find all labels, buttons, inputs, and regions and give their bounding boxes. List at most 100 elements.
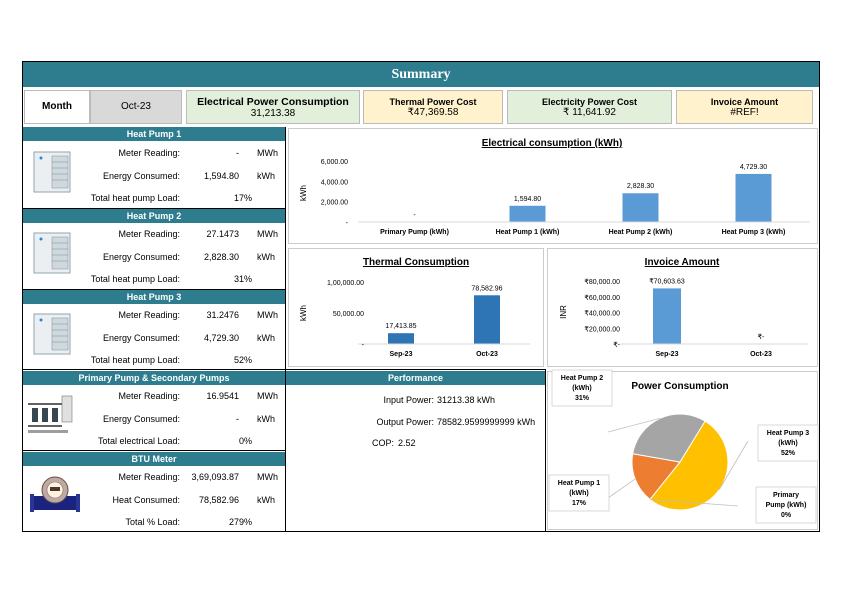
perf-cop-label: COP: [371, 438, 394, 448]
month-label: Month [24, 90, 90, 124]
heat-pump-3-load-label: Total heat pump Load: [90, 355, 180, 365]
btu-meter-reading-value: 3,69,093.87 [191, 472, 239, 482]
heat-pump-2-image [32, 229, 72, 282]
heat-pump-2-meter-unit: MWh [257, 229, 278, 239]
heat-pump-2-energy-unit: kWh [257, 252, 275, 262]
pump-set-image [26, 392, 74, 441]
inv-value-label-0: ₹70,603.63 [649, 277, 685, 285]
heat-pump-3-header: Heat Pump 3 [23, 290, 285, 304]
btu-meter-load-label: Total % Load: [125, 517, 180, 527]
pie-label-1-line-2: 0% [781, 512, 792, 519]
pie-slice-0 [649, 420, 729, 511]
summary-title: Summary [23, 62, 819, 87]
elec-category-3: Heat Pump 3 (kWh) [722, 229, 786, 236]
perf-output-value: 78582.9599999999 kWh [437, 417, 536, 427]
kpi-electricity-cost-label: Electricity Power Cost [541, 96, 638, 107]
primary-pumps-energy-value: - [236, 414, 239, 424]
thermal-ylabel: kWh [299, 305, 308, 321]
primary-pumps-energy-label: Energy Consumed: [102, 414, 180, 424]
thermal-chart-title: Thermal Consumption [363, 257, 469, 268]
pie-label-3-line-0: Heat Pump 2 [561, 375, 604, 382]
pie-leader-1 [649, 499, 739, 507]
therm-ytick-0: 1,00,000.00 [327, 280, 364, 287]
btu-meter-heat-label: Heat Consumed: [112, 495, 180, 505]
primary-pumps-load-value: 0% [238, 436, 252, 446]
inv-ytick-2: ₹40,000.00 [584, 310, 620, 318]
heat-pump-2-load-label: Total heat pump Load: [90, 274, 180, 284]
left-column-border [285, 127, 286, 532]
btu-meter-image [30, 474, 80, 527]
heat-pump-1-meter-label: Meter Reading: [118, 148, 180, 158]
invoice-chart-title: Invoice Amount [645, 257, 720, 268]
heat-pump-3-load-value: 52% [233, 355, 252, 365]
electrical-ylabel: kWh [299, 185, 308, 201]
row-divider-2 [23, 289, 285, 290]
power-chart-title: Power Consumption [631, 381, 728, 392]
month-select[interactable]: Oct-23 [90, 90, 182, 124]
perf-input-value: 31213.38 kWh [437, 395, 496, 405]
perf-output-label: Output Power: [376, 417, 434, 427]
elec-value-label-2: 2,828.30 [627, 183, 654, 190]
therm-bar-0 [388, 333, 414, 344]
therm-category-0: Sep-23 [390, 351, 413, 358]
pie-slice-3 [632, 413, 706, 463]
inv-value-label-1: ₹- [758, 333, 765, 341]
kpi-invoice-value: #REF! [730, 106, 759, 118]
btu-meter-heat-value: 78,582.96 [198, 495, 239, 505]
performance-top-border [286, 369, 545, 370]
perf-cop-value: 2.52 [398, 438, 416, 448]
primary-pumps-energy-unit: kWh [257, 414, 275, 424]
primary-pumps-meter-label: Meter Reading: [118, 391, 180, 401]
heat-pump-3-meter-value: 31.2476 [206, 310, 239, 320]
inv-ytick-1: ₹60,000.00 [584, 294, 620, 302]
kpi-electrical-label: Electrical Power Consumption [197, 95, 349, 108]
therm-bar-1 [474, 295, 500, 344]
heat-pump-1-header: Heat Pump 1 [23, 127, 285, 141]
invoice-ylabel: INR [559, 305, 568, 319]
pie-leader-0 [718, 440, 749, 490]
row-divider-4 [23, 450, 285, 451]
elec-value-label-1: 1,594.80 [514, 196, 541, 203]
elec-ytick-3: - [346, 220, 349, 227]
pie-label-box-3 [551, 369, 613, 407]
pie-label-1-line-1: Pump (kWh) [766, 502, 807, 509]
kpi-invoice-label: Invoice Amount [710, 96, 779, 107]
pie-label-2-line-2: 17% [572, 500, 587, 507]
pie-label-1-line-0: Primary [773, 492, 799, 499]
performance-header: Performance [286, 371, 545, 385]
kpi-thermal-cost-label: Thermal Power Cost [389, 96, 477, 107]
elec-bar-3 [735, 173, 772, 222]
heat-pump-2-meter-value: 27.1473 [206, 229, 239, 239]
btu-meter-reading-unit: MWh [257, 472, 278, 482]
thermal-chart-panel [288, 248, 544, 367]
kpi-invoice: Invoice Amount #REF! [676, 90, 813, 124]
pie-label-2-line-0: Heat Pump 1 [558, 480, 601, 487]
row-divider-3 [23, 369, 285, 370]
kpi-thermal-cost: Thermal Power Cost ₹47,369.58 [363, 90, 503, 124]
elec-ytick-2: 2,000.00 [321, 200, 348, 207]
dashboard-frame [22, 61, 820, 532]
pie-label-0-line-2: 52% [781, 450, 796, 457]
primary-pumps-header: Primary Pump & Secondary Pumps [23, 371, 285, 385]
inv-category-0: Sep-23 [656, 351, 679, 358]
inv-ytick-0: ₹80,000.00 [584, 278, 620, 286]
primary-pumps-load-label: Total electrical Load: [97, 436, 180, 446]
heat-pump-1-meter-value: - [236, 148, 239, 158]
invoice-chart-panel [547, 248, 818, 367]
elec-ytick-1: 4,000.00 [321, 179, 348, 186]
pie-label-box-1 [755, 486, 817, 524]
pie-label-0-line-1: (kWh) [778, 440, 797, 447]
therm-ytick-1: 50,000.00 [333, 311, 364, 318]
elec-category-1: Heat Pump 1 (kWh) [496, 229, 560, 236]
pie-label-3-line-1: (kWh) [572, 385, 591, 392]
electrical-chart-title: Electrical consumption (kWh) [482, 138, 623, 149]
heat-pump-3-energy-label: Energy Consumed: [102, 333, 180, 343]
heat-pump-3-image [32, 310, 72, 363]
heat-pump-2-header: Heat Pump 2 [23, 209, 285, 223]
inv-category-1: Oct-23 [750, 351, 772, 358]
kpi-electrical-value: 31,213.38 [250, 107, 296, 119]
heat-pump-1-load-value: 17% [233, 193, 252, 203]
heat-pump-2-meter-label: Meter Reading: [118, 229, 180, 239]
elec-category-2: Heat Pump 2 (kWh) [609, 229, 673, 236]
